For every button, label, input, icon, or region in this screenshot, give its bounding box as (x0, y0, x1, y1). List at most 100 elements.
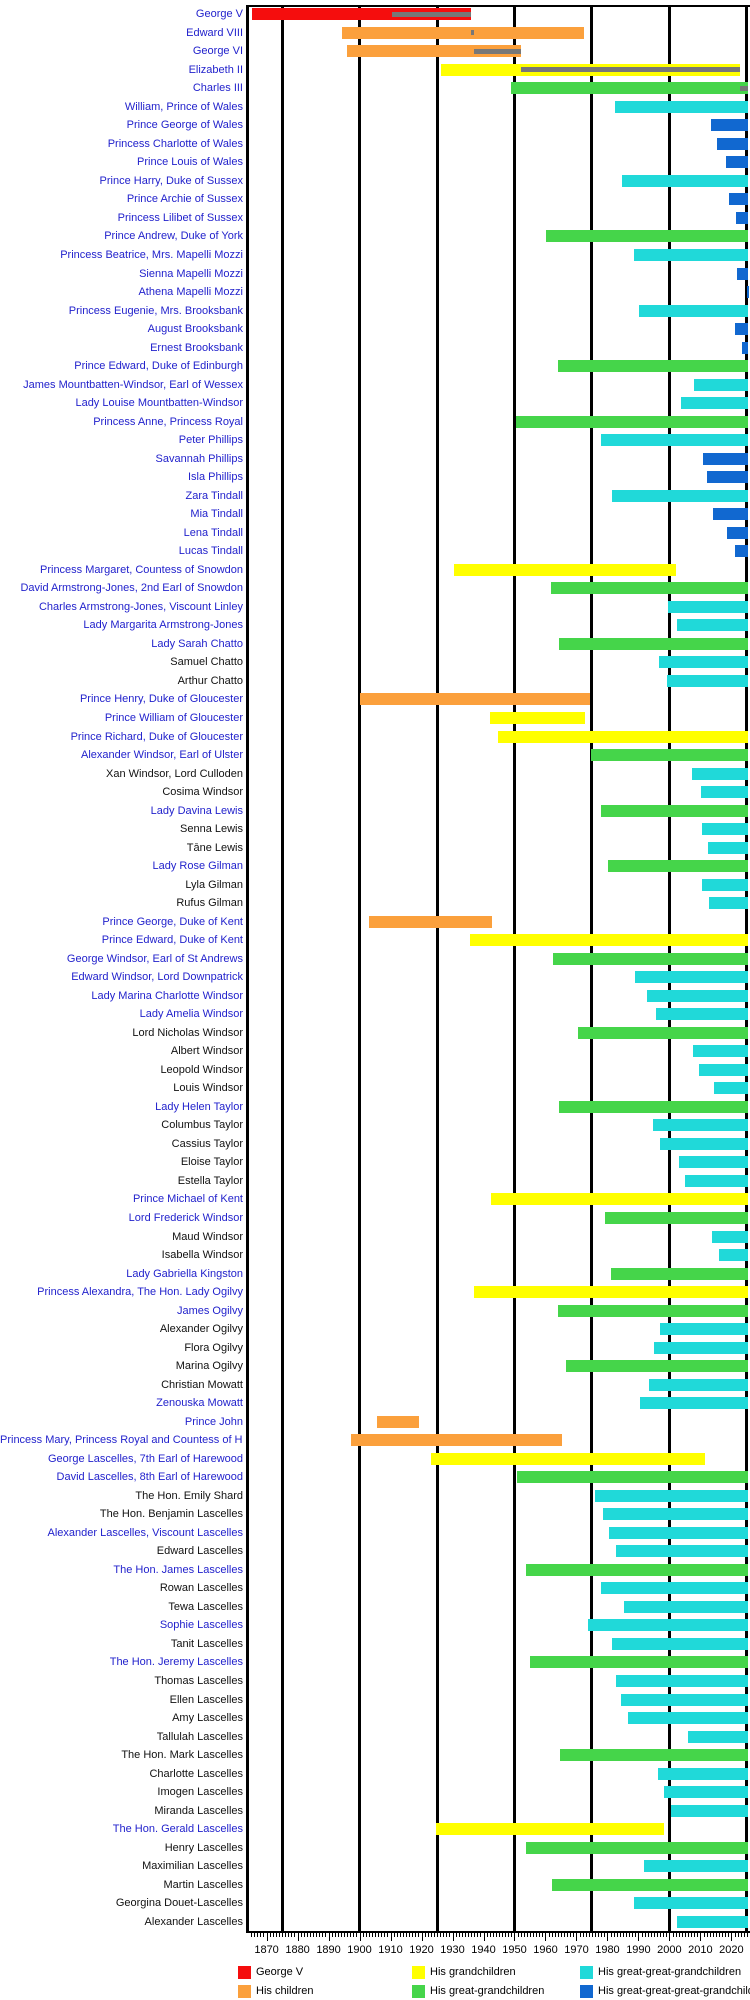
person-label[interactable]: George V (195, 8, 243, 21)
lifespan-bar (659, 1323, 749, 1336)
lifespan-bar (360, 693, 591, 706)
axis-minor-tick (288, 1933, 290, 1937)
person-label[interactable]: David Lascelles, 8th Earl of Harewood (56, 1471, 243, 1484)
lifespan-bar (431, 1452, 706, 1465)
person-label[interactable]: Athena Mapelli Mozzi (138, 286, 243, 299)
person-label[interactable]: The Hon. Jeremy Lascelles (109, 1656, 243, 1669)
person-label[interactable]: Ernest Brooksbank (150, 341, 243, 354)
person-label[interactable]: The Hon. James Lascelles (113, 1563, 243, 1576)
lifespan-bar (644, 1860, 749, 1873)
person-label[interactable]: Charles Armstrong-Jones, Viscount Linley (38, 600, 243, 613)
person-label[interactable]: Lady Davina Lewis (150, 804, 243, 817)
lifespan-bar (736, 267, 749, 280)
axis-minor-tick (740, 1933, 742, 1937)
person-label[interactable]: Prince George of Wales (126, 119, 243, 132)
person-label[interactable]: Prince Harry, Duke of Sussex (99, 174, 243, 187)
person-label[interactable]: Peter Phillips (178, 434, 243, 447)
person-label[interactable]: Prince Henry, Duke of Gloucester (79, 693, 243, 706)
legend-label-great-great-grandchildren: His great-great-grandchildren (598, 1966, 742, 1978)
person-label[interactable]: Lady Gabriella Kingston (126, 1267, 243, 1280)
person-label[interactable]: Lady Amelia Windsor (139, 1008, 243, 1021)
person-label[interactable]: Princess Lilibet of Sussex (117, 211, 243, 224)
person-label[interactable]: Mia Tindall (190, 508, 243, 521)
lifespan-bar (516, 1471, 749, 1484)
person-label[interactable]: James Mountbatten-Windsor, Earl of Wesse… (23, 378, 243, 391)
axis-minor-tick (257, 1933, 259, 1937)
person-label[interactable]: William, Prince of Wales (124, 100, 243, 113)
reign-bar (521, 67, 740, 73)
person-label[interactable]: Lord Frederick Windsor (128, 1212, 243, 1224)
person-label[interactable]: Prince Andrew, Duke of York (104, 230, 243, 243)
person-label: Tallulah Lascelles (156, 1730, 243, 1743)
lifespan-bar (526, 1563, 749, 1576)
person-label[interactable]: Princess Mary, Princess Royal and Counte… (0, 1434, 243, 1447)
person-label[interactable]: Savannah Phillips (155, 452, 243, 465)
person-label[interactable]: Lady Sarah Chatto (151, 637, 243, 650)
person-label[interactable]: Charles III (192, 82, 243, 95)
person-label[interactable]: Prince Edward, Duke of Edinburgh (74, 360, 243, 373)
axis-minor-tick (632, 1933, 634, 1937)
axis-minor-tick (657, 1933, 659, 1937)
lifespan-bar (734, 323, 749, 336)
person-label[interactable]: Prince Archie of Sussex (126, 193, 243, 206)
person-label[interactable]: Sophie Lascelles (159, 1619, 243, 1632)
axis-minor-tick (309, 1933, 311, 1937)
person-label[interactable]: Lucas Tindall (178, 545, 243, 558)
person-label[interactable]: David Armstrong-Jones, 2nd Earl of Snowd… (20, 582, 243, 595)
person-label[interactable]: Prince Michael of Kent (132, 1193, 243, 1206)
person-label[interactable]: Alexander Windsor, Earl of Ulster (80, 749, 243, 762)
person-label[interactable]: Lady Louise Mountbatten-Windsor (75, 397, 243, 410)
person-label[interactable]: Edward VIII (186, 26, 243, 39)
person-label[interactable]: The Hon. Gerald Lascelles (112, 1823, 243, 1836)
person-label[interactable]: Lady Helen Taylor (155, 1100, 243, 1113)
person-label[interactable]: Lady Margarita Armstrong-Jones (83, 619, 243, 632)
person-label[interactable]: George Lascelles, 7th Earl of Harewood (47, 1452, 243, 1465)
lifespan-bar (729, 193, 749, 206)
person-label: Lord Nicholas Windsor (132, 1026, 243, 1039)
lifespan-bar (735, 545, 749, 558)
person-label[interactable]: James Ogilvy (176, 1304, 243, 1317)
person-label[interactable]: Lady Marina Charlotte Windsor (91, 989, 243, 1002)
person-label[interactable]: George Windsor, Earl of St Andrews (66, 952, 243, 965)
person-label[interactable]: Prince John (184, 1415, 243, 1428)
person-label[interactable]: Alexander Lascelles, Viscount Lascelles (47, 1526, 243, 1539)
person-label[interactable]: Zara Tindall (185, 489, 243, 502)
person-label[interactable]: Prince Edward, Duke of Kent (101, 934, 243, 947)
person-label[interactable]: Elizabeth II (188, 63, 243, 76)
lifespan-bar (701, 878, 749, 891)
person-label[interactable]: Sienna Mapelli Mozzi (139, 267, 243, 280)
axis-major-tick (297, 1933, 299, 1941)
person-label[interactable]: Princess Eugenie, Mrs. Brooksbank (68, 304, 243, 317)
lifespan-bar (707, 471, 749, 484)
person-label[interactable]: Prince Louis of Wales (137, 156, 243, 169)
person-label[interactable]: Isla Phillips (187, 471, 243, 484)
person-label[interactable]: Princess Margaret, Countess of Snowdon (40, 563, 243, 576)
person-label[interactable]: George VI (192, 45, 243, 58)
lifespan-bar (649, 1378, 749, 1391)
person-label[interactable]: Prince George, Duke of Kent (102, 915, 243, 928)
gridline-1925 (435, 5, 439, 1931)
lifespan-bar (659, 1137, 749, 1150)
person-label[interactable]: Lady Rose Gilman (152, 860, 244, 873)
person-label[interactable]: August Brooksbank (147, 323, 243, 336)
lifespan-bar (700, 786, 749, 799)
axis-year-label: 2020 (719, 1944, 744, 1956)
lifespan-bar (510, 82, 749, 95)
person-label[interactable]: Prince Richard, Duke of Gloucester (70, 730, 243, 743)
person-label[interactable]: Lena Tindall (183, 526, 243, 539)
axis-minor-tick (508, 1933, 510, 1937)
axis-minor-tick (725, 1933, 727, 1937)
lifespan-bar (653, 1341, 749, 1354)
person-label[interactable]: Princess Alexandra, The Hon. Lady Ogilvy (37, 1286, 243, 1299)
person-label[interactable]: Prince William of Gloucester (104, 711, 243, 724)
axis-minor-tick (616, 1933, 618, 1937)
person-label[interactable]: Edward Windsor, Lord Downpatrick (71, 971, 243, 984)
axis-minor-tick (480, 1933, 482, 1937)
person-label[interactable]: Princess Beatrice, Mrs. Mapelli Mozzi (60, 249, 243, 261)
person-label[interactable]: Princess Charlotte of Wales (107, 137, 243, 150)
person-label[interactable]: Princess Anne, Princess Royal (93, 415, 243, 428)
axis-minor-tick (375, 1933, 377, 1937)
person-label[interactable]: Zenouska Mowatt (156, 1397, 243, 1410)
axis-major-tick (514, 1933, 516, 1941)
axis-year-label: 1870 (254, 1944, 279, 1956)
